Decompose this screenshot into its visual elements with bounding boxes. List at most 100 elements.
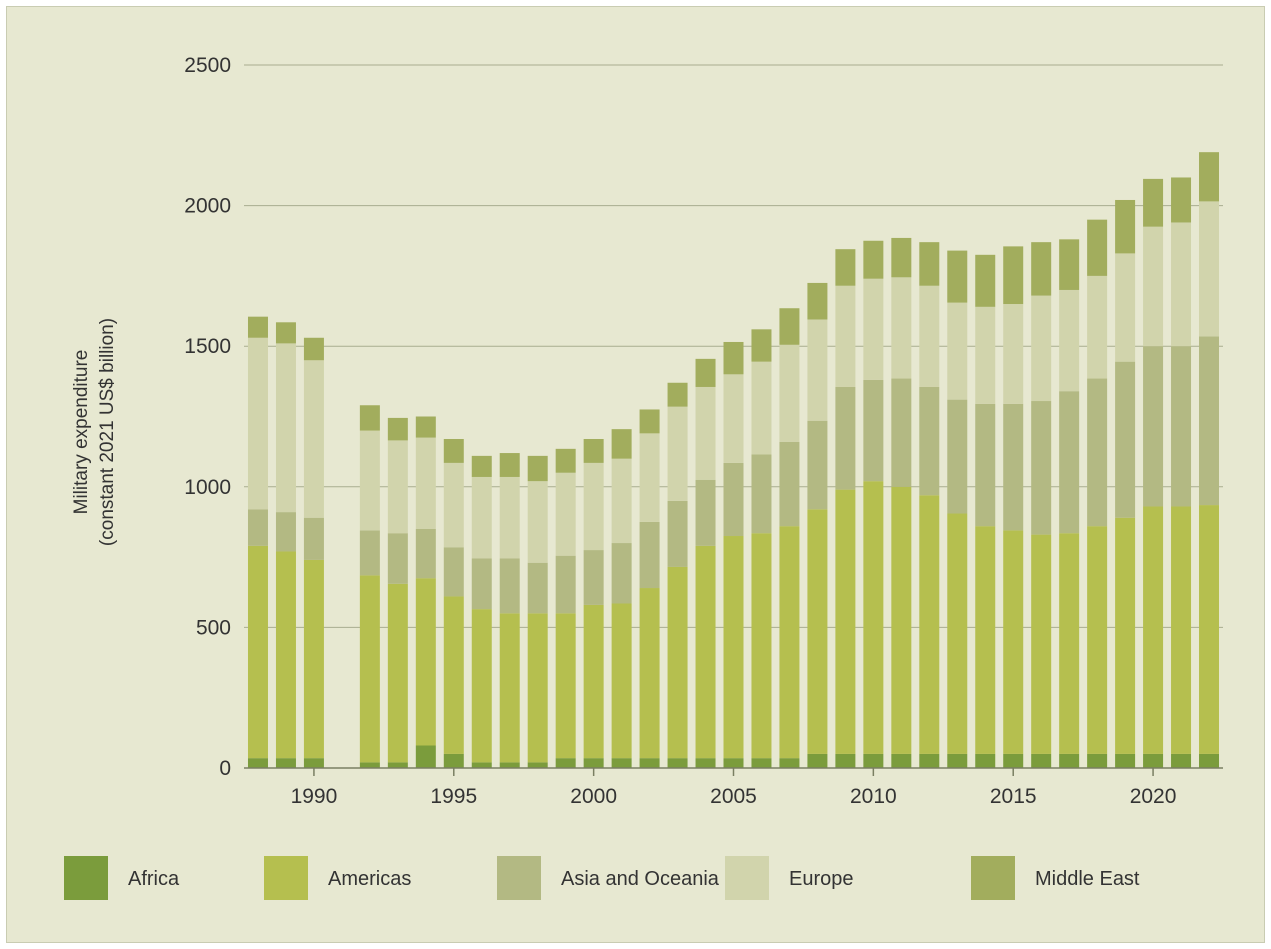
bar-europe: [639, 433, 660, 522]
y-axis-title-line1: Military expenditure: [71, 350, 92, 515]
bar-europe: [359, 430, 380, 531]
bar-middle-east: [947, 250, 968, 303]
x-tick-label: 2005: [710, 785, 757, 808]
bar-africa: [891, 753, 912, 768]
bar-middle-east: [471, 455, 492, 477]
bar-africa: [1059, 753, 1080, 768]
bar-asia-and-oceania: [1003, 403, 1024, 531]
bar-africa: [415, 745, 436, 768]
bar-europe: [947, 302, 968, 400]
bar-europe: [779, 344, 800, 442]
legend: Africa Americas Asia and Oceania Europe Midd…: [64, 856, 1140, 900]
bar-americas: [1143, 506, 1164, 754]
bar-europe: [695, 386, 716, 480]
bar-asia-and-oceania: [1087, 378, 1108, 527]
bar-asia-and-oceania: [303, 517, 324, 560]
bar-africa: [1143, 753, 1164, 768]
legend-label: Europe: [789, 868, 854, 890]
bar-asia-and-oceania: [471, 558, 492, 610]
bar-middle-east: [499, 453, 520, 477]
bar-europe: [863, 278, 884, 380]
bar-middle-east: [303, 337, 324, 361]
bar-middle-east: [695, 358, 716, 387]
bar-europe: [1171, 222, 1192, 347]
bar-africa: [975, 753, 996, 768]
bar-asia-and-oceania: [835, 386, 856, 490]
y-tick-label: 2000: [184, 195, 231, 218]
bar-americas: [751, 533, 772, 759]
bar-middle-east: [611, 429, 632, 459]
bar-africa: [247, 758, 268, 768]
bar-asia-and-oceania: [751, 454, 772, 534]
bar-asia-and-oceania: [583, 550, 604, 605]
bar-europe: [1087, 275, 1108, 379]
bar-asia-and-oceania: [1115, 361, 1136, 518]
bar-europe: [471, 476, 492, 559]
bar-europe: [891, 277, 912, 379]
bar-middle-east: [1171, 177, 1192, 223]
bar-europe: [835, 285, 856, 387]
bar-europe: [667, 406, 688, 501]
bar-middle-east: [1031, 242, 1052, 296]
bar-asia-and-oceania: [611, 543, 632, 604]
bar-asia-and-oceania: [1059, 391, 1080, 534]
bar-europe: [303, 360, 324, 518]
bar-asia-and-oceania: [863, 379, 884, 482]
bar-americas: [723, 536, 744, 759]
bar-asia-and-oceania: [1199, 336, 1220, 506]
bar-asia-and-oceania: [919, 386, 940, 496]
bar-europe: [583, 462, 604, 551]
bar-africa: [751, 758, 772, 768]
bar-africa: [275, 758, 296, 768]
y-tick-label: 0: [219, 757, 231, 780]
bar-americas: [639, 588, 660, 759]
bar-americas: [919, 495, 940, 754]
bar-americas: [1087, 526, 1108, 754]
bar-middle-east: [1143, 178, 1164, 227]
bar-middle-east: [723, 341, 744, 375]
x-tick-label: 1995: [430, 785, 477, 808]
legend-swatch: [64, 856, 108, 900]
bar-africa: [499, 762, 520, 768]
bar-africa: [359, 762, 380, 768]
bar-europe: [443, 462, 464, 548]
bar-middle-east: [387, 417, 408, 441]
bar-europe: [247, 337, 268, 510]
bar-africa: [779, 758, 800, 768]
bar-americas: [1031, 534, 1052, 754]
bar-middle-east: [751, 329, 772, 362]
bar-europe: [1199, 201, 1220, 337]
legend-item-middle-east: Middle East: [971, 856, 1140, 900]
legend-label: Americas: [328, 868, 411, 890]
legend-swatch: [264, 856, 308, 900]
bar-middle-east: [359, 405, 380, 431]
bar-europe: [1031, 295, 1052, 402]
bar-asia-and-oceania: [415, 528, 436, 579]
bar-europe: [415, 437, 436, 529]
bar-middle-east: [527, 455, 548, 482]
bar-middle-east: [1059, 239, 1080, 290]
bar-africa: [695, 758, 716, 768]
y-tick-label: 500: [196, 616, 231, 639]
legend-label: Africa: [128, 868, 180, 890]
bar-americas: [247, 545, 268, 759]
bar-americas: [1199, 505, 1220, 754]
bar-americas: [947, 513, 968, 754]
bar-americas: [359, 575, 380, 763]
bar-middle-east: [1199, 152, 1220, 202]
bar-europe: [1059, 289, 1080, 392]
stacked-bar-chart: 0 500 1000 1500 2000 2500 1990 1995 2000 2005 2010…: [64, 54, 1223, 900]
bar-middle-east: [443, 438, 464, 463]
bar-europe: [723, 374, 744, 463]
x-tick-label: 2015: [990, 785, 1037, 808]
bar-middle-east: [891, 237, 912, 278]
bar-africa: [919, 753, 940, 768]
legend-item-americas: Americas: [264, 856, 411, 900]
legend-item-asia-and-oceania: Asia and Oceania: [497, 856, 720, 900]
bar-europe: [1143, 226, 1164, 347]
y-tick-label: 2500: [184, 54, 231, 77]
bar-asia-and-oceania: [1143, 346, 1164, 507]
bar-asia-and-oceania: [499, 558, 520, 614]
bar-middle-east: [1003, 246, 1024, 305]
bar-americas: [779, 526, 800, 759]
